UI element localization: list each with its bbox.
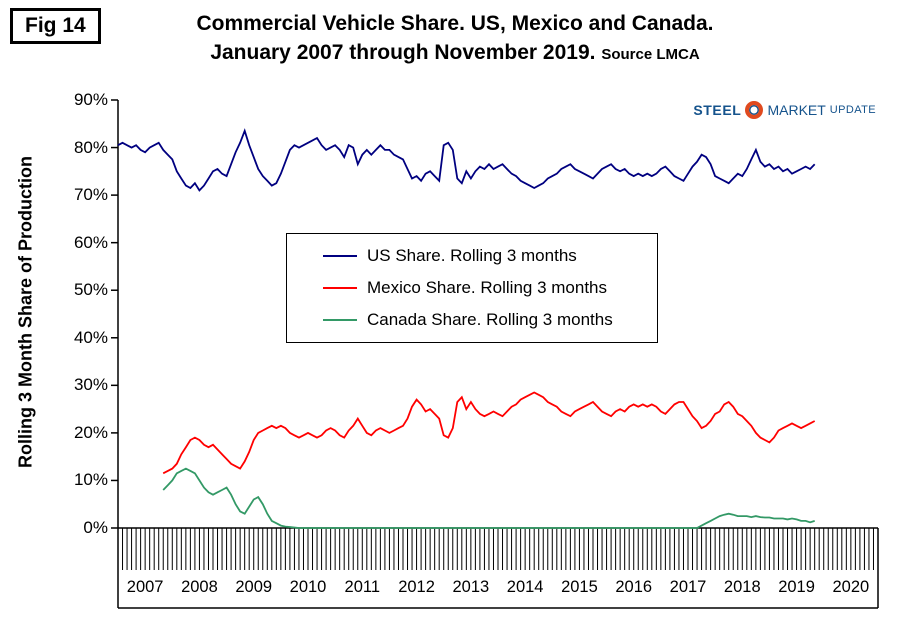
- y-tick-label: 20%: [73, 422, 108, 442]
- x-tick-label: 2010: [289, 578, 327, 596]
- series-line-canada: [162, 467, 815, 529]
- logo-globe-icon: [745, 101, 764, 119]
- x-tick-label: 2009: [235, 578, 273, 596]
- x-tick-label: 2011: [344, 578, 381, 596]
- legend-item: US Share. Rolling 3 months: [323, 246, 657, 266]
- legend-line-sample: [323, 319, 357, 321]
- x-tick-label: 2012: [398, 578, 435, 596]
- steel-market-update-logo: STEEL MARKET UPDATE: [693, 101, 876, 119]
- y-tick-label: 10%: [73, 470, 108, 490]
- x-tick-label: 2015: [561, 578, 598, 596]
- legend-label: Canada Share. Rolling 3 months: [367, 310, 613, 329]
- logo-update-text: UPDATE: [829, 104, 876, 116]
- x-tick-label: 2007: [126, 578, 164, 596]
- figure-number-box: Fig 14: [10, 8, 101, 44]
- logo-steel-text: STEEL: [693, 102, 742, 118]
- chart-title-line2: January 2007 through November 2019. Sour…: [60, 41, 850, 65]
- legend-label: US Share. Rolling 3 months: [367, 246, 577, 265]
- y-tick-label: 30%: [73, 375, 108, 395]
- x-tick-label: 2019: [778, 578, 815, 596]
- y-tick-label: 80%: [73, 137, 108, 157]
- y-tick-label: 50%: [73, 280, 108, 300]
- chart-title: Commercial Vehicle Share. US, Mexico and…: [60, 12, 850, 65]
- legend-item: Canada Share. Rolling 3 months: [323, 310, 657, 330]
- legend-line-sample: [323, 255, 357, 257]
- y-tick-label: 0%: [83, 518, 108, 537]
- chart-title-range: January 2007 through November 2019.: [210, 41, 596, 64]
- legend: US Share. Rolling 3 months Mexico Share. …: [286, 233, 658, 343]
- y-tick-label: 90%: [73, 90, 108, 109]
- x-tick-label: 2017: [669, 578, 707, 596]
- series-line-us: [117, 128, 816, 192]
- chart-source-label: Source LMCA: [601, 46, 700, 63]
- legend-item: Mexico Share. Rolling 3 months: [323, 278, 657, 298]
- x-tick-label: 2008: [181, 578, 218, 596]
- x-tick-label: 2020: [832, 578, 870, 596]
- x-tick-label: 2014: [506, 578, 544, 596]
- series-line-mexico: [162, 391, 816, 475]
- x-tick-label: 2018: [723, 578, 761, 596]
- logo-market-text: MARKET: [767, 102, 826, 118]
- y-tick-label: 70%: [73, 185, 108, 205]
- x-tick-label: 2016: [615, 578, 653, 596]
- y-tick-label: 40%: [73, 327, 108, 347]
- legend-label: Mexico Share. Rolling 3 months: [367, 278, 608, 297]
- figure-number-label: Fig 14: [25, 14, 86, 37]
- y-tick-label: 60%: [73, 232, 108, 252]
- legend-line-sample: [323, 287, 357, 289]
- x-tick-label: 2013: [452, 578, 490, 596]
- chart-title-line1: Commercial Vehicle Share. US, Mexico and…: [196, 12, 714, 35]
